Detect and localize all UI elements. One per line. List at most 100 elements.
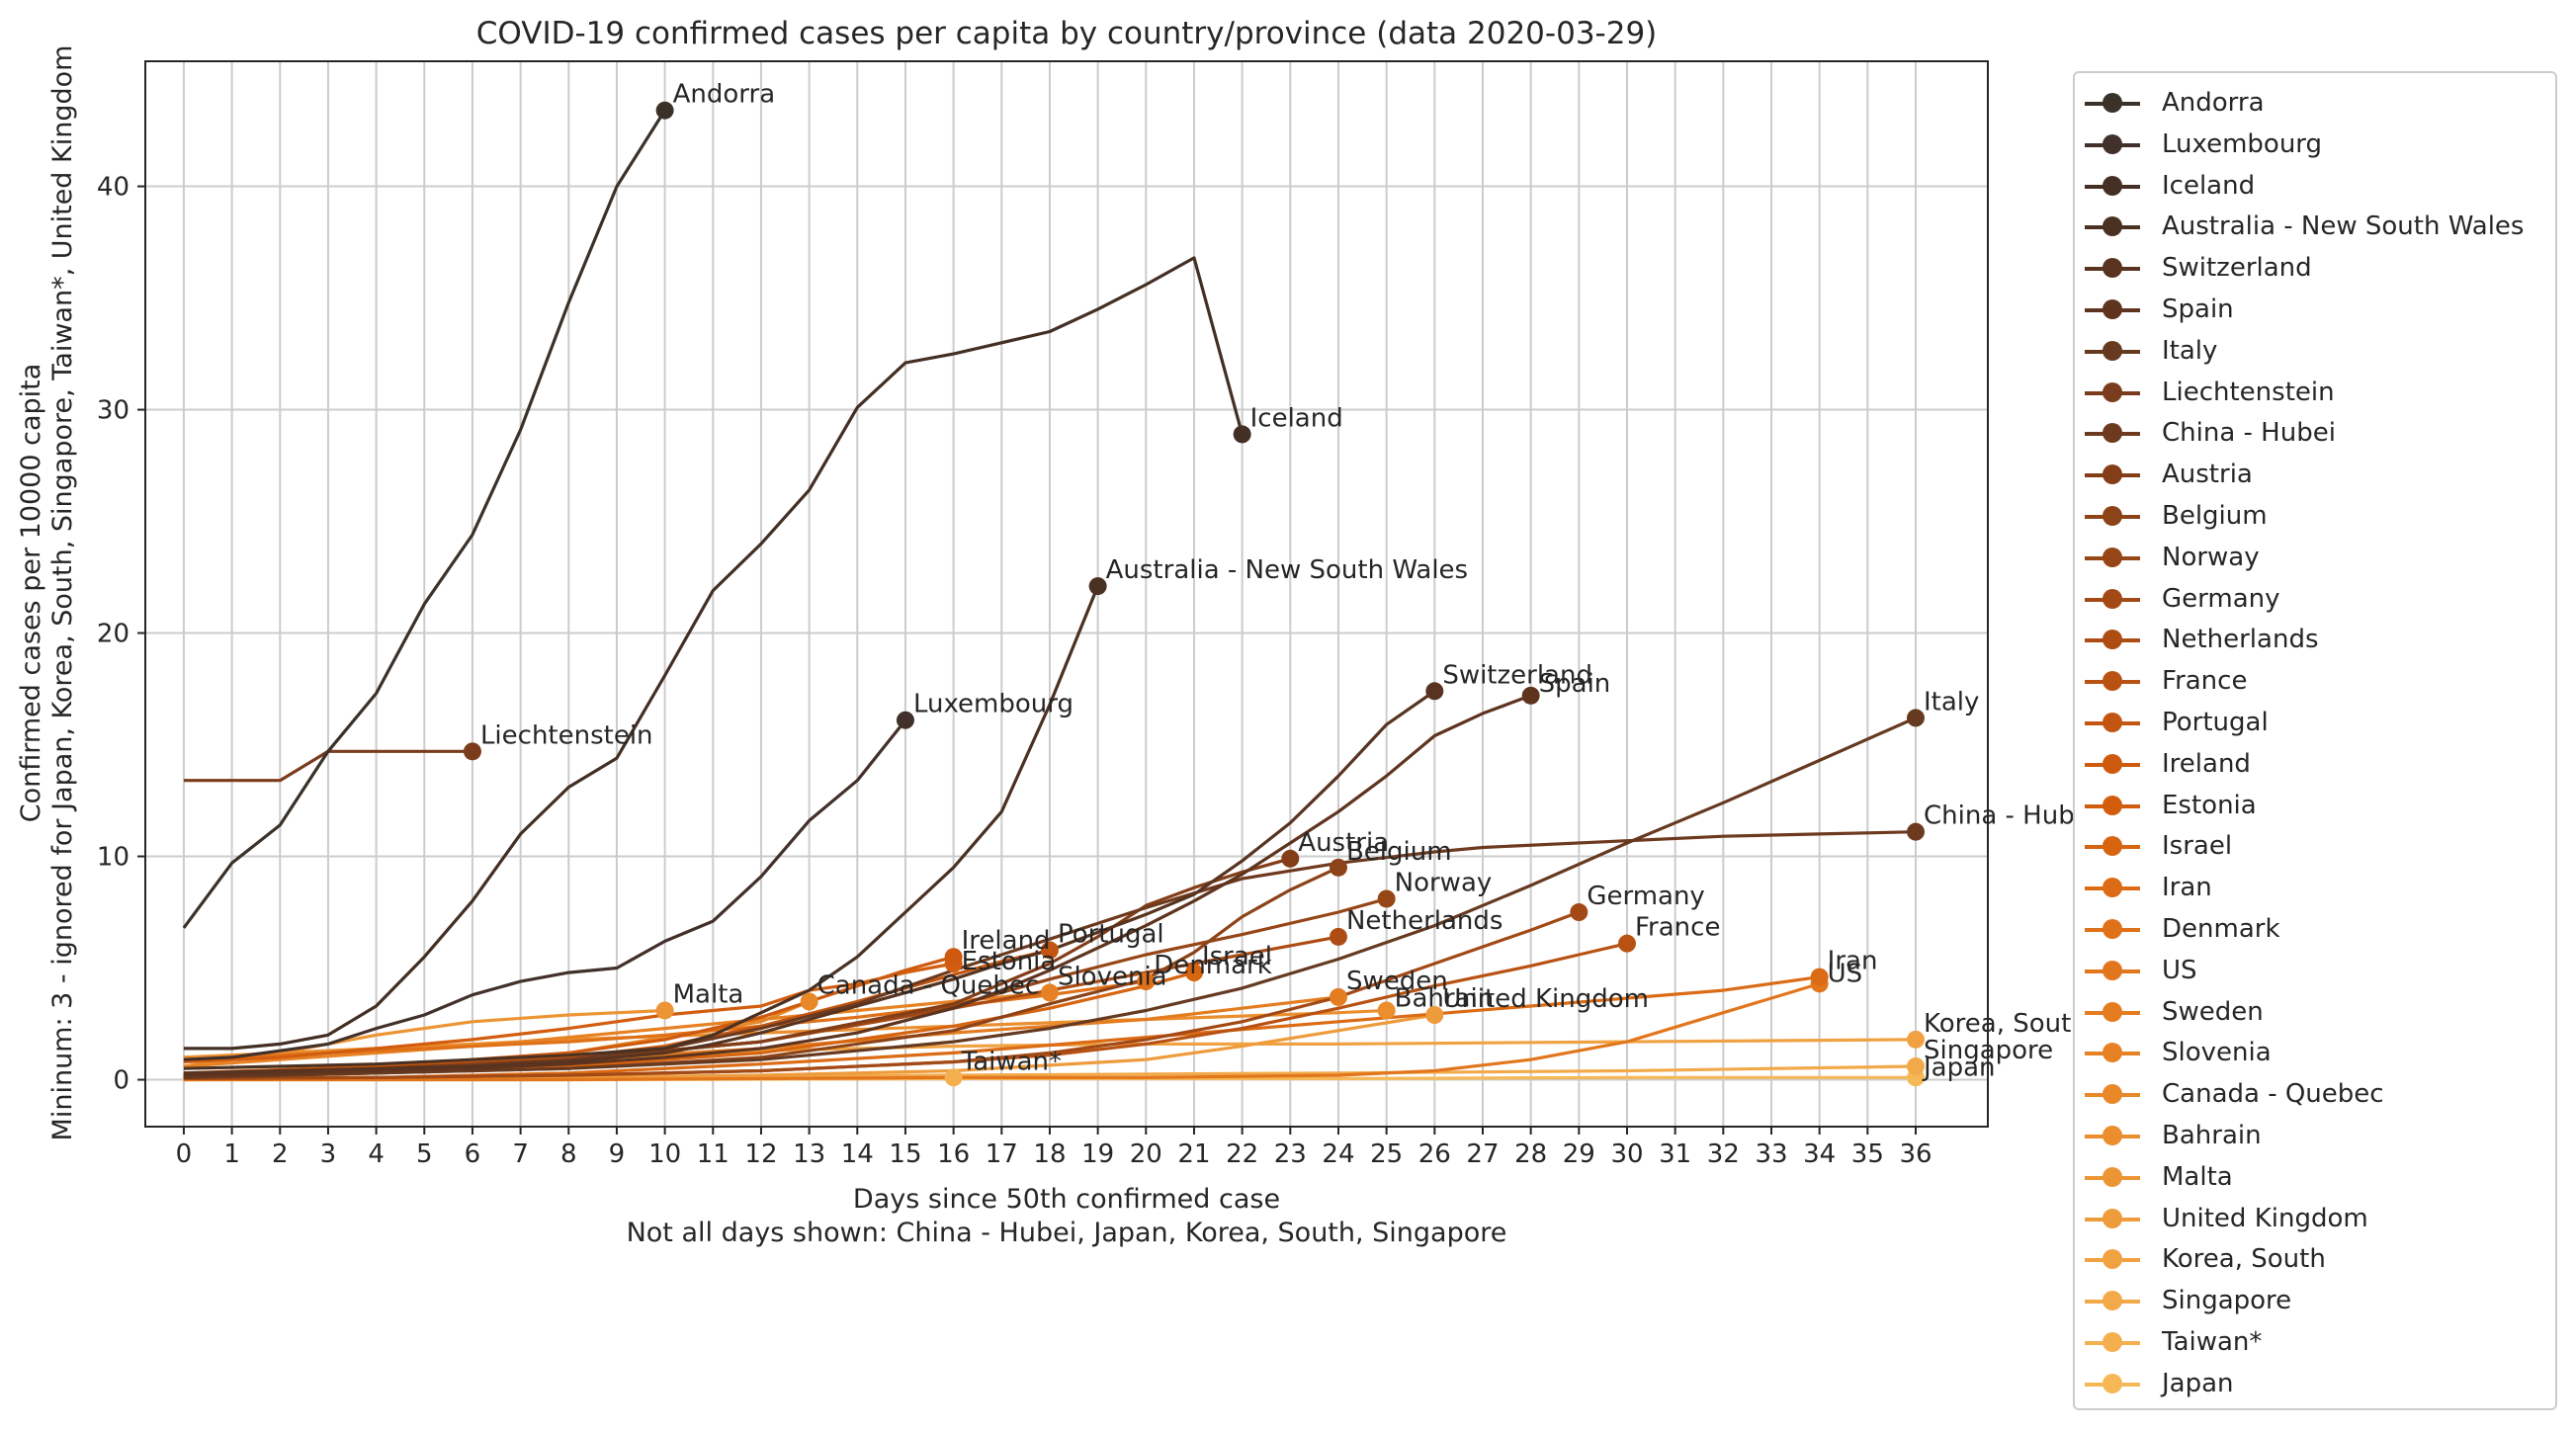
end-label-20: Denmark [1154, 951, 1272, 980]
x-tick-label: 19 [1081, 1139, 1114, 1169]
end-label-25: Bahrain [1395, 983, 1495, 1013]
series-endpoint-13 [1329, 927, 1347, 946]
legend-swatch [2085, 506, 2140, 526]
x-tick-label: 30 [1610, 1139, 1643, 1169]
series-endpoint-8 [1906, 822, 1925, 841]
x-tick-label: 10 [648, 1139, 681, 1169]
series-line-5 [183, 694, 1532, 1077]
x-tick-label: 18 [1033, 1139, 1066, 1169]
legend-label: Belgium [2162, 501, 2268, 531]
legend-item: Netherlands [2085, 620, 2319, 659]
end-label-8: China - Hubei [1924, 801, 2098, 831]
series-line-21 [183, 981, 1821, 1082]
x-tick-label: 27 [1466, 1139, 1499, 1169]
y-tick-label: 40 [97, 173, 129, 203]
series-endpoint-24 [800, 992, 818, 1011]
series-endpoint-1 [896, 711, 914, 729]
series-line-1 [183, 718, 907, 1061]
legend-label: US [2162, 955, 2197, 985]
end-label-17: Estonia [962, 947, 1057, 976]
x-tick-label: 14 [841, 1139, 874, 1169]
legend-swatch [2085, 588, 2140, 609]
series-line-4 [183, 689, 1436, 1075]
legend-item: Korea, South [2085, 1239, 2326, 1279]
end-label-0: Andorra [673, 80, 776, 110]
x-tick-label: 32 [1707, 1139, 1740, 1169]
end-label-5: Spain [1539, 669, 1611, 699]
series-line-6 [183, 716, 1917, 1079]
legend-swatch [2085, 258, 2140, 279]
legend-label: China - Hubei [2162, 418, 2336, 449]
legend-item: Iceland [2085, 166, 2255, 206]
x-tick-label: 17 [986, 1139, 1018, 1169]
legend-swatch [2085, 753, 2140, 774]
x-tick-label: 2 [272, 1139, 289, 1169]
end-label-16: Ireland [962, 926, 1051, 956]
legend-swatch [2085, 630, 2140, 650]
series-group [182, 101, 1925, 1087]
y-tick-label: 0 [113, 1066, 129, 1096]
y-axis-label-lower: Mininum: 3 - ignored for Japan, Korea, S… [47, 45, 78, 1141]
x-tick-label: 23 [1274, 1139, 1307, 1169]
series-line-12 [183, 910, 1580, 1080]
legend-item: Canada - Quebec [2085, 1074, 2384, 1114]
legend-swatch [2085, 133, 2140, 154]
end-label-7: Liechtenstein [480, 720, 653, 750]
series-endpoint-29 [1906, 1056, 1925, 1075]
legend-item: Taiwan* [2085, 1322, 2262, 1362]
legend-label: Denmark [2162, 914, 2280, 944]
legend-label: Iran [2162, 873, 2212, 903]
y-tick-label: 30 [97, 396, 129, 426]
series-endpoint-3 [1088, 577, 1107, 596]
end-label-30: Taiwan* [961, 1047, 1062, 1076]
x-tick-label: 25 [1370, 1139, 1403, 1169]
legend-item: United Kingdom [2085, 1199, 2368, 1238]
x-tick-label: 35 [1851, 1139, 1884, 1169]
legend-label: Singapore [2162, 1286, 2292, 1316]
end-label-6: Italy [1924, 687, 1979, 716]
end-label-27: United Kingdom [1442, 984, 1649, 1014]
legend-swatch [2085, 423, 2140, 444]
legend: Andorra Luxembourg Iceland Australia - New … [2073, 71, 2557, 1410]
legend-item: Austria [2085, 455, 2253, 494]
legend-swatch [2085, 299, 2140, 319]
ticks: 0 1 2 3 4 5 6 7 8 9 10 11 12 13 14 15 16 17 18 19 20 21 22 23 24… [97, 173, 1932, 1169]
series-endpoint-14 [1617, 934, 1636, 953]
series-endpoint-2 [1233, 425, 1251, 444]
x-tick-label: 15 [889, 1139, 921, 1169]
legend-swatch [2085, 878, 2140, 898]
end-label-9: Austria [1298, 828, 1389, 858]
legend-label: Austria [2162, 460, 2253, 490]
end-label-21: US [1828, 959, 1863, 988]
series-endpoint-26 [655, 1001, 674, 1020]
x-tick-label: 21 [1177, 1139, 1210, 1169]
legend-label: Estonia [2162, 790, 2257, 820]
end-labels: Andorra Luxembourg Iceland Australia - New … [480, 80, 2098, 1083]
end-label-14: France [1635, 913, 1720, 943]
legend-label: Switzerland [2162, 253, 2312, 284]
legend-label: Luxembourg [2162, 128, 2323, 159]
legend-label: Korea, South [2162, 1244, 2326, 1275]
legend-swatch [2085, 1291, 2140, 1311]
legend-item: Italy [2085, 331, 2217, 371]
x-tick-label: 1 [223, 1139, 240, 1169]
end-label-2: Iceland [1250, 403, 1343, 433]
legend-item: Portugal [2085, 703, 2269, 742]
legend-label: Israel [2162, 831, 2233, 862]
legend-label: United Kingdom [2162, 1203, 2368, 1233]
legend-label: Slovenia [2162, 1038, 2272, 1068]
legend-swatch [2085, 1084, 2140, 1105]
x-tick-label: 33 [1755, 1139, 1787, 1169]
legend-label: Malta [2162, 1161, 2233, 1192]
legend-label: Taiwan* [2162, 1327, 2263, 1357]
series-endpoint-27 [1425, 1006, 1444, 1025]
end-label-26: Malta [673, 979, 744, 1009]
series-line-3 [183, 585, 1100, 1070]
end-label-19: Iran [1828, 947, 1878, 976]
x-tick-label: 28 [1514, 1139, 1547, 1169]
legend-swatch [2085, 381, 2140, 402]
legend-swatch [2085, 1208, 2140, 1228]
series-endpoint-6 [1906, 709, 1925, 727]
legend-item: Luxembourg [2085, 125, 2322, 164]
